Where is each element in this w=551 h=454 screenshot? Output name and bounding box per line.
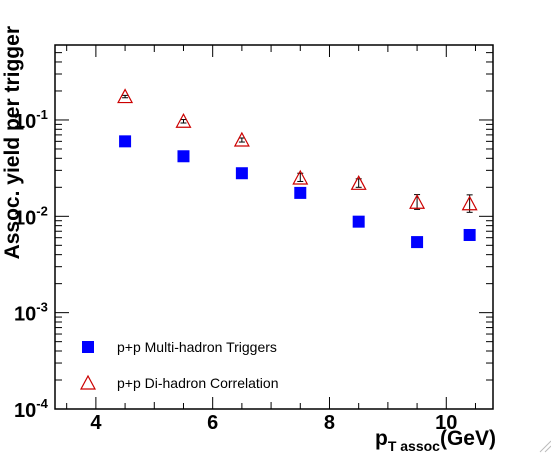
y-tick-label: 10-4 <box>14 396 49 422</box>
legend-marker-di-hadron <box>79 374 97 390</box>
corner-mark <box>539 440 551 453</box>
y-tick-label: 10-1 <box>14 107 48 133</box>
data-markers <box>117 88 478 249</box>
data-point-multi-hadron <box>177 150 190 163</box>
legend: p+p Multi-hadron Triggers p+p Di-hadron … <box>79 339 278 391</box>
x-axis-title-subscript: T assoc <box>388 438 440 454</box>
data-point-multi-hadron <box>119 135 132 148</box>
y-tick-labels: 10-4 10-3 10-2 10-1 <box>14 107 49 422</box>
data-point-di-hadron <box>461 195 478 211</box>
x-axis-title-base: p <box>375 427 388 450</box>
data-point-di-hadron <box>175 112 192 128</box>
y-tick-label: 10-2 <box>14 203 48 229</box>
legend-label-di-hadron: p+p Di-hadron Correlation <box>117 375 278 391</box>
x-tick-labels: 4 6 8 10 <box>90 412 457 434</box>
legend-label-multi-hadron: p+p Multi-hadron Triggers <box>117 339 277 355</box>
x-tick-label: 10 <box>435 412 457 434</box>
data-point-di-hadron <box>233 131 250 147</box>
x-tick-label: 6 <box>207 412 218 434</box>
legend-marker-multi-hadron <box>82 341 94 353</box>
data-point-multi-hadron <box>411 236 424 249</box>
x-tick-label: 4 <box>90 412 102 434</box>
data-point-di-hadron <box>117 88 134 104</box>
data-point-multi-hadron <box>352 215 365 228</box>
data-point-multi-hadron <box>294 186 307 199</box>
data-point-di-hadron <box>292 169 309 185</box>
plot-frame <box>54 44 494 410</box>
y-axis-title: Assoc. yield per trigger <box>1 26 24 259</box>
x-axis-title: pT assoc(GeV) <box>375 427 496 454</box>
axis-ticks <box>55 44 493 410</box>
data-point-di-hadron <box>350 175 367 190</box>
data-point-multi-hadron <box>463 228 476 241</box>
x-tick-label: 8 <box>324 412 335 434</box>
data-point-di-hadron <box>409 193 426 209</box>
y-tick-label: 10-3 <box>14 300 48 326</box>
data-point-multi-hadron <box>235 167 248 180</box>
x-axis-title-unit: (GeV) <box>440 427 496 450</box>
